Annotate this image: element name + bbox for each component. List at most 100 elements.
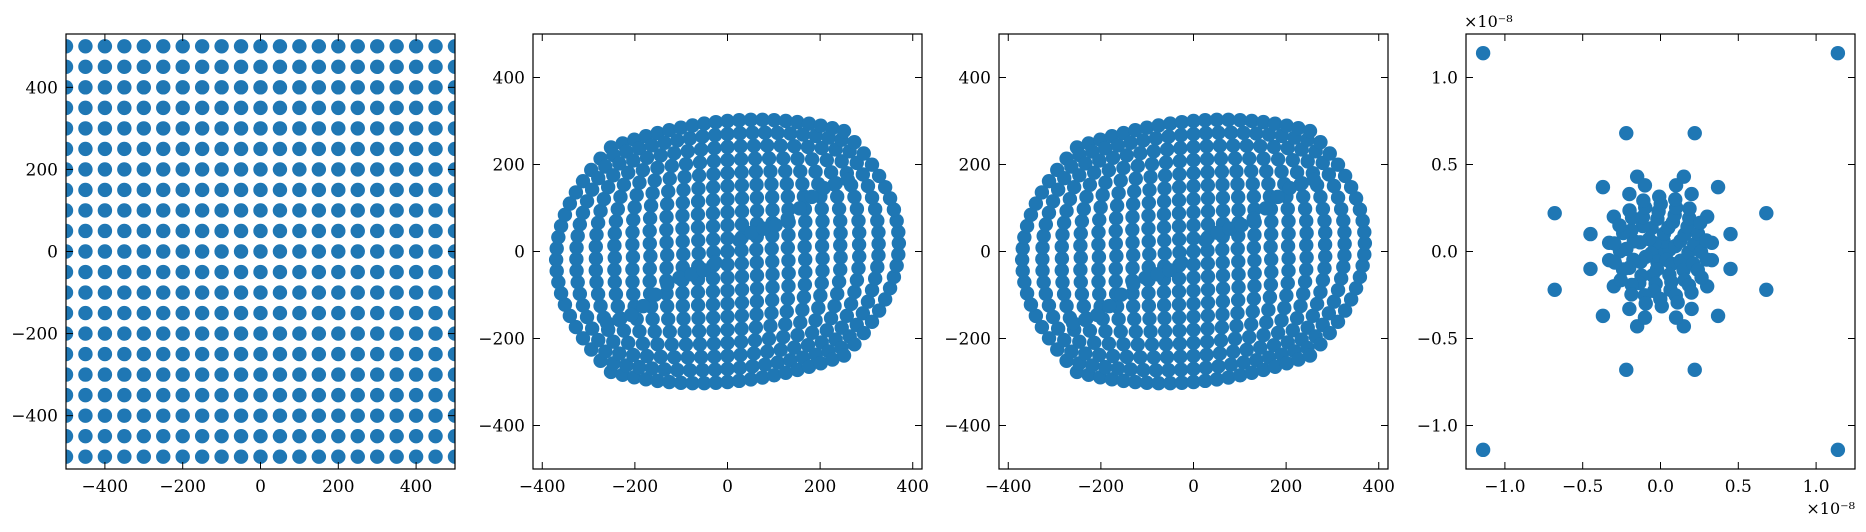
scatter-point: [677, 169, 692, 185]
scatter-point: [1652, 189, 1667, 204]
scatter-point: [549, 263, 564, 279]
scatter-point: [815, 214, 830, 229]
scatter-point: [1113, 324, 1128, 339]
scatter-point: [117, 162, 132, 177]
scatter-point: [1199, 152, 1215, 167]
scatter-point: [629, 187, 644, 203]
scatter-point: [78, 182, 93, 198]
scatter-point: [175, 387, 190, 403]
scatter-point: [1296, 286, 1311, 302]
scatter-point: [272, 203, 288, 218]
scatter-point: [214, 203, 229, 218]
scatter-point: [662, 122, 677, 138]
scatter-point: [331, 285, 346, 300]
scatter-point: [66, 305, 74, 321]
scatter-point: [693, 142, 709, 157]
scatter-point: [1267, 116, 1283, 131]
scatter-point: [117, 264, 132, 280]
scatter-point: [855, 167, 871, 182]
scatter-point: [1710, 308, 1726, 324]
scatter-point: [1622, 203, 1637, 218]
scatter-point: [1723, 261, 1738, 277]
scatter-point: [747, 151, 763, 166]
scatter-point: [214, 100, 229, 116]
scatter-point: [447, 367, 455, 382]
scatter-point: [1274, 164, 1289, 179]
scatter-point: [1266, 337, 1282, 353]
scatter-point: [1244, 365, 1259, 381]
scatter-point: [1285, 152, 1301, 168]
scatter-point: [548, 252, 564, 267]
scatter-point: [690, 285, 706, 300]
scatter-point: [253, 387, 268, 403]
scatter-point: [1289, 165, 1305, 180]
scatter-point: [1125, 209, 1140, 225]
scatter-point: [773, 138, 788, 153]
scatter-point: [749, 242, 764, 257]
scatter-point: [1014, 252, 1030, 267]
scatter-point: [233, 182, 249, 198]
scatter-point: [97, 367, 113, 382]
scatter-point: [1313, 337, 1328, 352]
scatter-point: [1198, 233, 1213, 248]
scatter-point: [584, 321, 600, 336]
scatter-point: [734, 269, 750, 284]
scatter-point: [428, 121, 443, 136]
scatter-point: [331, 182, 346, 198]
scatter-point: [734, 256, 750, 271]
scatter-point: [1092, 153, 1107, 168]
scatter-point: [1186, 179, 1201, 194]
scatter-point: [370, 141, 385, 157]
scatter-point: [1186, 231, 1201, 246]
scatter-point: [616, 177, 632, 193]
scatter-point: [66, 141, 74, 157]
scatter-point: [607, 274, 622, 290]
scatter-point: [650, 160, 665, 176]
scatter-point: [697, 375, 712, 391]
scatter-point: [676, 182, 691, 198]
scatter-point: [447, 387, 455, 403]
scatter-point: [428, 244, 443, 259]
scatter-point: [331, 408, 346, 423]
scatter-point: [1186, 113, 1201, 129]
scatter-point: [763, 318, 778, 334]
scatter-point: [764, 177, 779, 192]
scatter-point: [1699, 252, 1714, 267]
x-tick-label: 0: [722, 477, 733, 497]
scatter-point: [1017, 274, 1032, 290]
scatter-point: [639, 150, 655, 166]
scatter-point: [194, 264, 210, 280]
scatter-point: [136, 223, 151, 239]
scatter-point: [1281, 263, 1296, 279]
scatter-point: [676, 311, 691, 326]
scatter-point: [720, 113, 735, 129]
scatter-point: [871, 303, 887, 318]
scatter-point: [1034, 319, 1050, 335]
scatter-point: [97, 39, 113, 54]
scatter-point: [272, 182, 288, 198]
scatter-point: [1086, 335, 1102, 351]
scatter-point: [1125, 235, 1140, 250]
scatter-point: [408, 203, 424, 218]
scatter-point: [642, 211, 658, 226]
scatter-point: [1215, 203, 1231, 218]
scatter-point: [1830, 442, 1846, 458]
scatter-point: [292, 305, 307, 321]
scatter-point: [370, 59, 385, 75]
scatter-point: [705, 232, 721, 247]
scatter-point: [836, 123, 852, 139]
scatter-point: [814, 276, 829, 291]
scatter-point: [1023, 297, 1039, 312]
scatter-point: [1280, 276, 1295, 291]
scatter-point: [1125, 222, 1140, 237]
scatter-point: [732, 360, 748, 376]
scatter-point: [1299, 250, 1314, 265]
scatter-point: [1171, 284, 1187, 299]
scatter-point: [804, 325, 820, 340]
scatter-point: [1299, 225, 1314, 241]
scatter-point: [804, 152, 820, 167]
scatter-point: [214, 408, 229, 423]
scatter-point: [644, 138, 660, 153]
scatter-point: [673, 120, 689, 135]
scatter-point: [370, 387, 385, 403]
